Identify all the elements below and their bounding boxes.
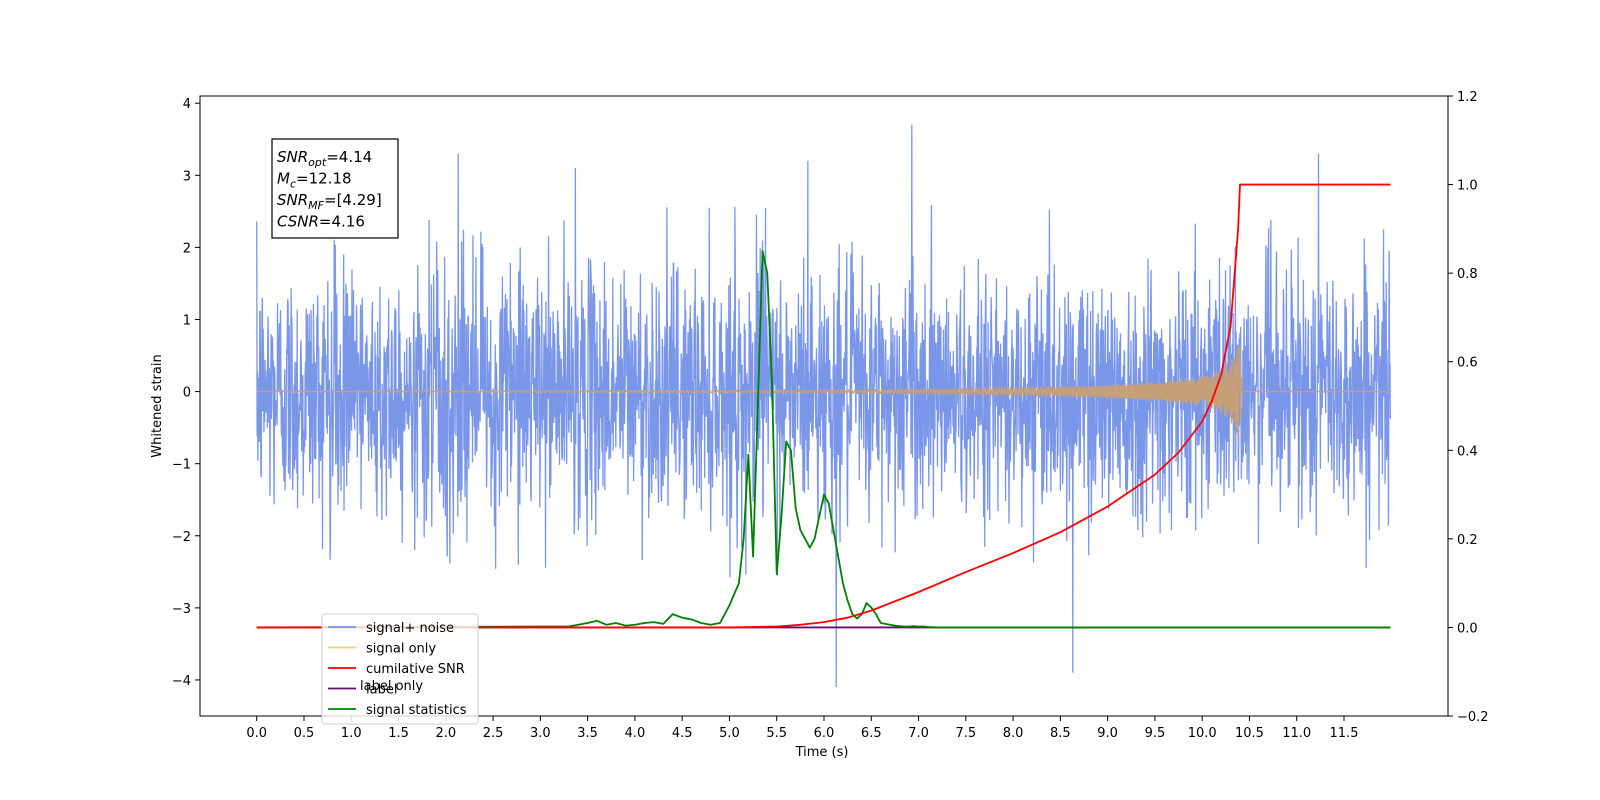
- legend-frame: [321, 613, 479, 725]
- annotation-line: CSNR=4.16: [277, 213, 365, 231]
- x-tick-label: 6.0: [814, 726, 835, 741]
- y-tick-label: 4: [183, 97, 191, 112]
- y2-tick-label: 0.8: [1457, 267, 1478, 282]
- series-signal-statistics: [256, 250, 1391, 629]
- x-tick-label: 9.5: [1145, 726, 1166, 741]
- y2-tick-label: 0.2: [1457, 533, 1478, 548]
- y-tick-label: −3: [172, 602, 191, 617]
- y-tick-label: 2: [183, 241, 191, 256]
- x-tick-label: 9.0: [1097, 726, 1118, 741]
- x-tick-label: 3.0: [530, 726, 551, 741]
- y2-tick-label: 0.0: [1457, 621, 1478, 636]
- x-tick-label: 10.0: [1188, 726, 1217, 741]
- y-tick-label: 1: [183, 313, 191, 328]
- x-tick-label: 7.0: [908, 726, 929, 741]
- x-axis-label: Time (s): [795, 745, 849, 760]
- legend-entry: signal only: [366, 642, 436, 657]
- x-tick-label: 1.5: [388, 726, 409, 741]
- y-tick-label: 0: [183, 386, 191, 401]
- y2-tick-label: −0.2: [1457, 710, 1489, 725]
- x-tick-label: 6.5: [861, 726, 882, 741]
- x-tick-label: 5.5: [766, 726, 787, 741]
- x-tick-label: 3.5: [577, 726, 598, 741]
- legend-entry: signal statistics: [366, 703, 467, 718]
- legend-entry: signal+ noise: [366, 621, 454, 636]
- x-tick-label: 8.0: [1003, 726, 1024, 741]
- ticks: 0.0 0.5 1.0 1.5 2.0 2.5 3.0 3.5 4.0 4.5 5.0 5.5 6.0 6…: [172, 90, 1489, 741]
- x-tick-label: 10.5: [1235, 726, 1264, 741]
- annotation-line: SNRMF=[4.29]: [277, 191, 382, 212]
- annotation-line: SNRopt=4.14: [277, 148, 372, 169]
- legend: label only signal+ noise signal only cumila…: [321, 613, 479, 725]
- annotation-line: Mc=12.18: [277, 170, 352, 191]
- x-tick-label: 0.5: [294, 726, 315, 741]
- x-tick-label: 4.0: [625, 726, 646, 741]
- y-tick-label: −1: [172, 458, 191, 473]
- x-tick-label: 5.0: [719, 726, 740, 741]
- series-cumulative-snr: [256, 183, 1391, 629]
- y2-tick-label: 0.4: [1457, 444, 1478, 459]
- legend-entry: cumilative SNR: [366, 662, 465, 677]
- x-tick-label: 8.5: [1050, 726, 1071, 741]
- x-tick-label: 2.0: [435, 726, 456, 741]
- y2-tick-label: 1.2: [1457, 90, 1478, 105]
- x-tick-label: 2.5: [483, 726, 504, 741]
- x-tick-label: 7.5: [955, 726, 976, 741]
- y2-tick-label: 1.0: [1457, 179, 1478, 194]
- series-signal-noise: [256, 124, 1391, 688]
- y-tick-label: 3: [183, 169, 191, 184]
- y2-tick-label: 0.6: [1457, 356, 1478, 371]
- y-tick-label: −2: [172, 530, 191, 545]
- x-tick-label: 11.0: [1282, 726, 1311, 741]
- legend-entry: label: [366, 683, 397, 698]
- y-tick-label: −4: [172, 674, 191, 689]
- x-tick-label: 11.5: [1330, 726, 1359, 741]
- x-tick-label: 0.0: [246, 726, 267, 741]
- x-tick-label: 4.5: [672, 726, 693, 741]
- series-signal-only: [256, 346, 1392, 441]
- x-tick-label: 1.0: [341, 726, 362, 741]
- y-axis-label: Whitened strain: [150, 354, 165, 457]
- annotation-frame: [271, 138, 399, 239]
- legend-hidden-text: label only: [360, 679, 423, 694]
